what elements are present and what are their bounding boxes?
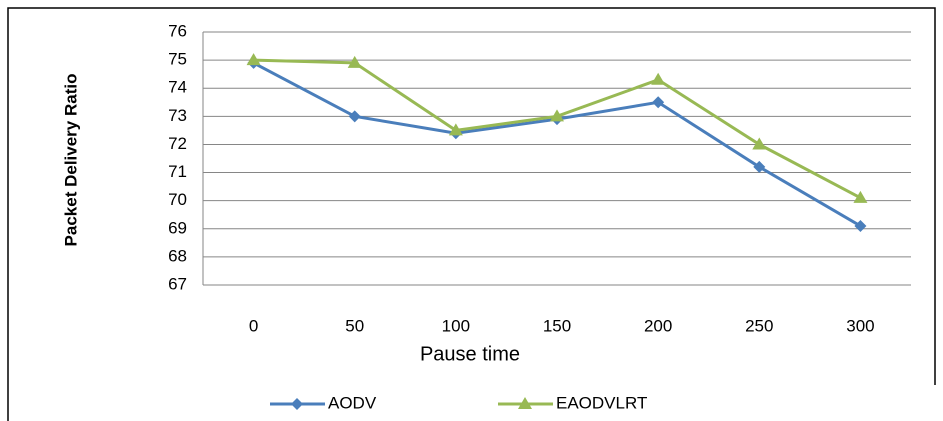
- y-tick-label: 75: [168, 50, 187, 69]
- data-point: [348, 110, 361, 123]
- legend-label: AODV: [328, 393, 377, 412]
- data-point: [246, 53, 261, 66]
- x-tick-label: 200: [644, 316, 672, 335]
- x-tick-label: 250: [745, 316, 773, 335]
- data-point: [652, 96, 665, 109]
- y-tick-label: 76: [168, 21, 187, 40]
- y-tick-label: 72: [168, 134, 187, 153]
- x-tick-label: 150: [543, 316, 571, 335]
- y-tick-label: 67: [168, 274, 187, 293]
- legend-label: EAODVLRT: [556, 393, 647, 412]
- data-point: [854, 219, 867, 232]
- frame: [7, 7, 936, 421]
- y-tick-label: 73: [168, 106, 187, 125]
- x-tick-label: 300: [846, 316, 874, 335]
- data-point: [448, 123, 463, 136]
- x-tick-label: 0: [249, 316, 258, 335]
- series-line: [253, 58, 862, 200]
- data-point: [347, 55, 362, 68]
- data-point: [651, 72, 666, 85]
- data-point: [853, 190, 868, 203]
- legend-marker: [518, 397, 532, 409]
- data-point: [753, 160, 766, 173]
- x-tick-label: 50: [345, 316, 364, 335]
- y-axis-title: Packet Delivery Ratio: [61, 74, 80, 247]
- y-tick-label: 74: [168, 78, 187, 97]
- x-tick-label: 100: [442, 316, 470, 335]
- data-point: [550, 109, 564, 122]
- y-tick-label: 68: [168, 246, 187, 265]
- data-point: [752, 137, 767, 150]
- y-tick-label: 70: [168, 190, 187, 209]
- y-tick-label: 69: [168, 218, 187, 237]
- x-axis-title: Pause time: [420, 343, 520, 365]
- y-tick-label: 71: [168, 162, 187, 181]
- legend-marker: [291, 398, 303, 410]
